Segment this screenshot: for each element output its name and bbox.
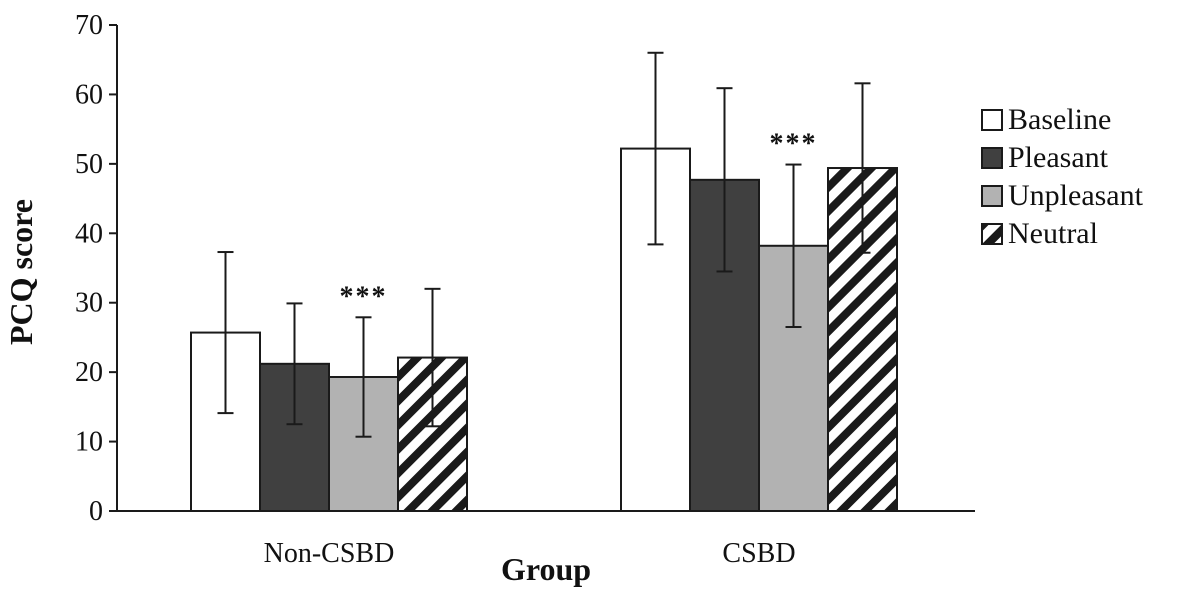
x-axis-title: Group (501, 551, 591, 587)
legend-swatch-baseline (981, 109, 1003, 131)
legend-label-baseline: Baseline (1008, 103, 1111, 136)
significance-annotation: *** (770, 129, 818, 160)
legend-swatch-neutral (981, 223, 1003, 245)
x-category-label: CSBD (722, 538, 795, 569)
y-tick-label: 60 (75, 79, 103, 110)
y-tick-label: 10 (75, 427, 103, 458)
y-tick-label: 30 (75, 288, 103, 319)
legend-label-neutral: Neutral (1008, 217, 1098, 250)
y-tick-label: 0 (89, 496, 103, 527)
legend-label-unpleasant: Unpleasant (1008, 179, 1144, 212)
legend: Baseline Pleasant Unpleasant Neutral (981, 103, 1144, 250)
x-category-label: Non-CSBD (264, 538, 395, 569)
significance-annotation: *** (340, 281, 388, 312)
y-axis-title: PCQ score (3, 199, 39, 345)
legend-swatch-pleasant (981, 147, 1003, 169)
plot-area: 0 10 20 30 40 50 60 70 Non-CSBD CSBD *** *** (75, 10, 975, 569)
y-tick-label: 40 (75, 218, 103, 249)
legend-label-pleasant: Pleasant (1008, 141, 1109, 174)
y-tick-label: 20 (75, 357, 103, 388)
y-tick-label: 50 (75, 149, 103, 180)
legend-swatch-unpleasant (981, 185, 1003, 207)
y-tick-label: 70 (75, 10, 103, 41)
